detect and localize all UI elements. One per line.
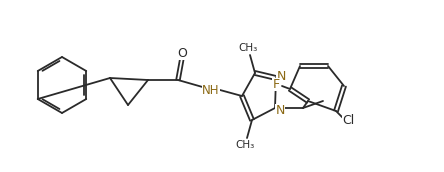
Text: NH: NH xyxy=(202,83,220,96)
Text: CH₃: CH₃ xyxy=(238,43,258,53)
Text: O: O xyxy=(177,46,187,60)
Text: N: N xyxy=(275,104,285,116)
Text: N: N xyxy=(276,69,285,83)
Text: Cl: Cl xyxy=(342,115,354,127)
Text: F: F xyxy=(273,78,280,90)
Text: CH₃: CH₃ xyxy=(235,140,254,150)
